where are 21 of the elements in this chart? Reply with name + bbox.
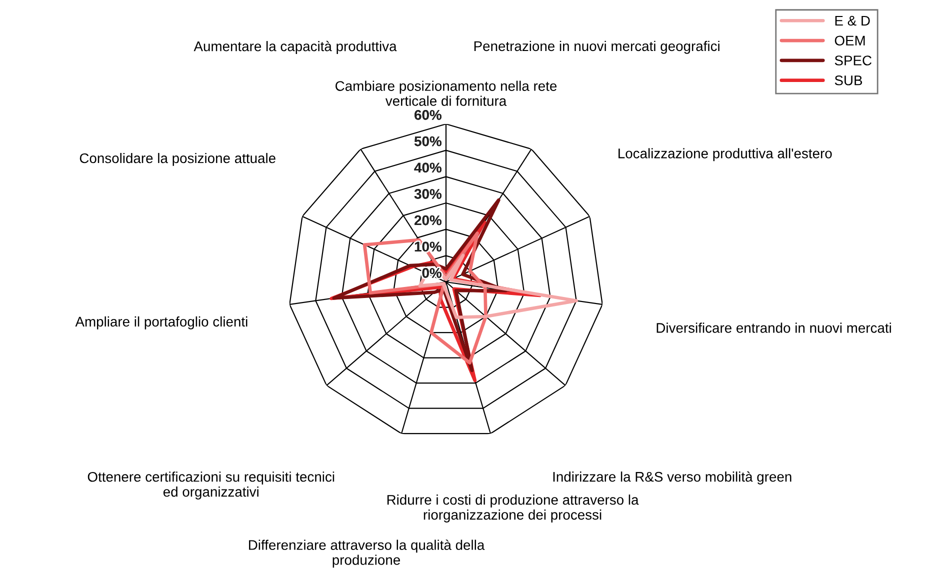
legend-label: SPEC — [834, 56, 872, 66]
spoke-label: Differenziare attraverso la qualità della produzione — [249, 540, 485, 568]
legend-label: E & D — [835, 16, 870, 26]
spoke-label: Ampliare il portafoglio clienti — [75, 316, 248, 330]
spoke-label: Indirizzare la R&S verso mobilità green — [553, 471, 792, 484]
legend-label: SUB — [834, 75, 862, 86]
y-tick-label: 60% — [414, 110, 442, 120]
spoke-label: Aumentare la capacità produttiva — [194, 40, 397, 54]
spoke-label: Ottenere certificazioni su requisiti tecnici ed organizzativi — [88, 472, 334, 500]
spoke-label: Consolidare la posizione attuale — [80, 152, 276, 166]
legend-label: OEM — [834, 36, 865, 46]
spoke-label: Localizzazione produttiva all'estero — [618, 148, 832, 162]
y-tick-label: 20% — [414, 215, 442, 226]
y-tick-label: 0% — [422, 268, 442, 278]
y-tick-label: 40% — [414, 162, 442, 173]
spoke-label: Cambiare posizionamento nella rete verticale di fornitura — [336, 80, 557, 106]
spoke-label: Diversificare entrando in nuovi mercati — [656, 322, 891, 333]
y-tick-label: 30% — [414, 189, 442, 199]
spoke-label: Penetrazione in nuovi mercati geografici — [474, 40, 720, 54]
spoke-label: Ridurre i costi di produzione attraverso la riorganizzazione dei processi — [387, 494, 639, 522]
y-tick-label: 50% — [414, 136, 442, 146]
